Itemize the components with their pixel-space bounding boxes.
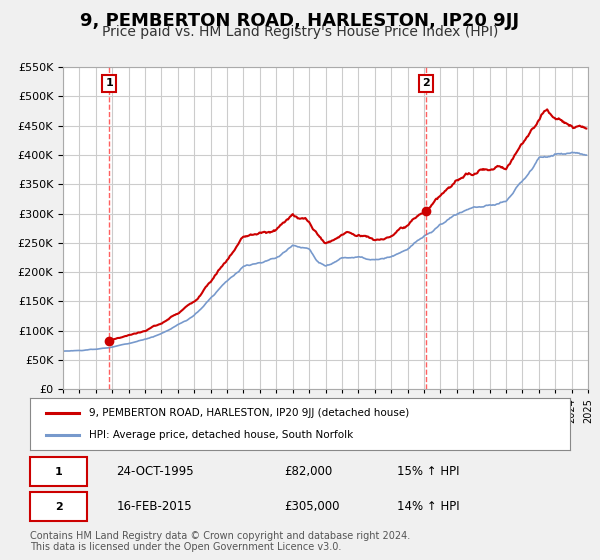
Text: 24-OCT-1995: 24-OCT-1995 (116, 465, 194, 478)
Text: £82,000: £82,000 (284, 465, 332, 478)
Text: Contains HM Land Registry data © Crown copyright and database right 2024.
This d: Contains HM Land Registry data © Crown c… (30, 531, 410, 553)
Text: 9, PEMBERTON ROAD, HARLESTON, IP20 9JJ: 9, PEMBERTON ROAD, HARLESTON, IP20 9JJ (80, 12, 520, 30)
Text: 1: 1 (106, 78, 113, 88)
Text: HPI: Average price, detached house, South Norfolk: HPI: Average price, detached house, Sout… (89, 430, 353, 440)
Text: 15% ↑ HPI: 15% ↑ HPI (397, 465, 460, 478)
Text: 1: 1 (55, 467, 62, 477)
Text: 2: 2 (55, 502, 62, 511)
FancyBboxPatch shape (30, 492, 87, 521)
FancyBboxPatch shape (30, 457, 87, 486)
Text: £305,000: £305,000 (284, 500, 340, 513)
Text: Price paid vs. HM Land Registry's House Price Index (HPI): Price paid vs. HM Land Registry's House … (102, 25, 498, 39)
Text: 14% ↑ HPI: 14% ↑ HPI (397, 500, 460, 513)
Text: 9, PEMBERTON ROAD, HARLESTON, IP20 9JJ (detached house): 9, PEMBERTON ROAD, HARLESTON, IP20 9JJ (… (89, 408, 410, 418)
Text: 16-FEB-2015: 16-FEB-2015 (116, 500, 192, 513)
Text: 2: 2 (422, 78, 430, 88)
